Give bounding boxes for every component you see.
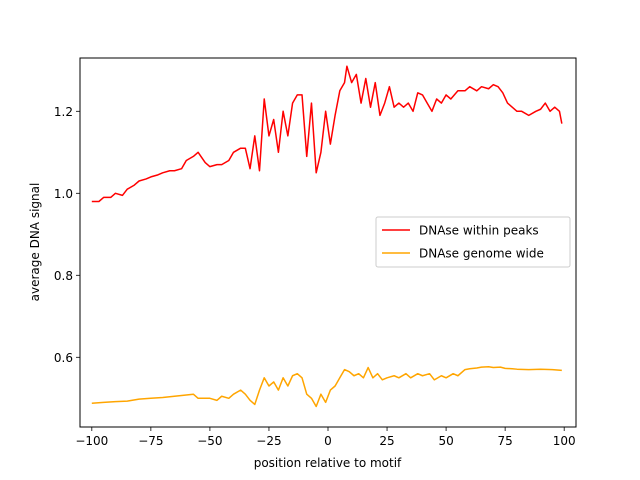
- legend: DNAse within peaks DNAse genome wide: [375, 216, 571, 268]
- plot-area: [91, 65, 563, 408]
- x-tick-label: 0: [324, 434, 332, 448]
- series-line-1: [91, 365, 562, 408]
- x-tick-label: 50: [438, 434, 453, 448]
- y-axis: 0.6 0.8 1.0 1.2: [54, 105, 80, 365]
- legend-box: [375, 216, 571, 268]
- x-tick-label: 25: [379, 434, 394, 448]
- x-axis-title: position relative to motif: [254, 456, 402, 470]
- y-tick-label: 1.0: [54, 187, 73, 201]
- x-tick-label: −50: [197, 434, 222, 448]
- plot-frame: [79, 57, 577, 428]
- legend-label-genome-wide: DNAse genome wide: [419, 247, 544, 261]
- x-tick-label: −75: [138, 434, 163, 448]
- y-tick-label: 0.8: [54, 269, 73, 283]
- x-tick-label: 100: [553, 434, 576, 448]
- x-axis: −100 −75 −50 −25 0 25 50 75 100: [75, 427, 576, 448]
- series-line-0: [91, 65, 563, 203]
- y-tick-label: 1.2: [54, 105, 73, 119]
- x-tick-label: 75: [498, 434, 513, 448]
- legend-label-within-peaks: DNAse within peaks: [419, 224, 539, 238]
- y-tick-label: 0.6: [54, 351, 73, 365]
- y-axis-title: average DNA signal: [28, 183, 42, 302]
- x-tick-label: −25: [256, 434, 281, 448]
- x-tick-label: −100: [75, 434, 108, 448]
